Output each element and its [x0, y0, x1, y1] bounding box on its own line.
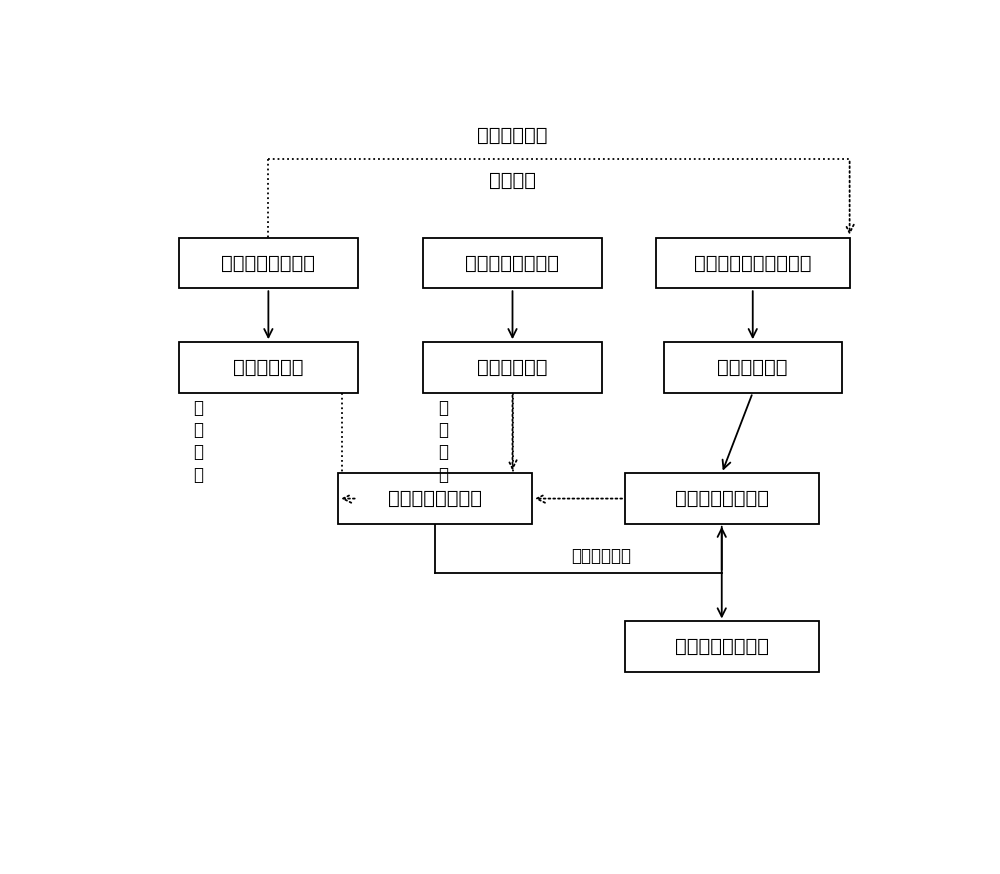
Text: 耳道温度数据: 耳道温度数据: [233, 357, 304, 377]
Text: 环境参数数据: 环境参数数据: [477, 357, 548, 377]
FancyBboxPatch shape: [625, 621, 819, 672]
Text: 无线传输: 无线传输: [489, 170, 536, 190]
Text: 实时校准系数: 实时校准系数: [572, 547, 632, 565]
Text: 校准数据处理中心: 校准数据处理中心: [388, 489, 482, 508]
Text: 体表温度数据: 体表温度数据: [718, 357, 788, 377]
Text: 校准后的输出温度: 校准后的输出温度: [675, 637, 769, 656]
FancyBboxPatch shape: [625, 474, 819, 524]
Text: 实时定位信号: 实时定位信号: [477, 126, 548, 145]
Text: 红外温度监测系统: 红外温度监测系统: [675, 489, 769, 508]
Text: 耳道温度监测设备: 耳道温度监测设备: [221, 253, 315, 273]
FancyBboxPatch shape: [423, 238, 602, 288]
Text: 环境参数监测设备: 环境参数监测设备: [466, 253, 560, 273]
FancyBboxPatch shape: [656, 238, 850, 288]
FancyBboxPatch shape: [179, 238, 358, 288]
FancyBboxPatch shape: [338, 474, 532, 524]
FancyBboxPatch shape: [179, 342, 358, 392]
Text: 无
线
传
输: 无 线 传 输: [438, 399, 448, 483]
Text: 红外体表温度监测设备: 红外体表温度监测设备: [694, 253, 812, 273]
FancyBboxPatch shape: [664, 342, 842, 392]
FancyBboxPatch shape: [423, 342, 602, 392]
Text: 无
线
传
输: 无 线 传 输: [194, 399, 204, 483]
